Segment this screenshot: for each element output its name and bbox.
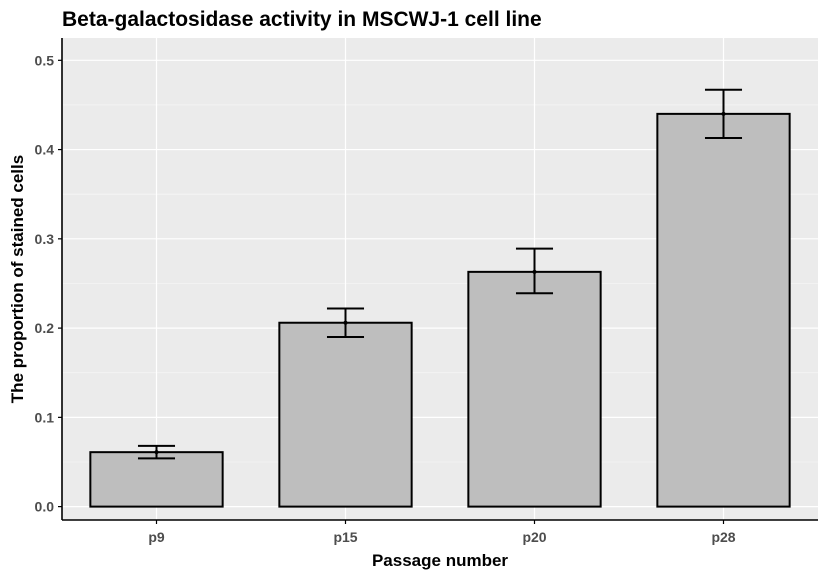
mean-point bbox=[532, 269, 537, 274]
mean-point bbox=[721, 111, 726, 116]
y-tick-label: 0.1 bbox=[35, 409, 55, 425]
x-tick-label: p28 bbox=[711, 529, 735, 545]
mean-point bbox=[154, 450, 159, 455]
error-bars bbox=[137, 88, 743, 460]
y-axis-label: The proportion of stained cells bbox=[8, 155, 27, 403]
x-tick-label: p20 bbox=[522, 529, 546, 545]
x-axis-label: Passage number bbox=[372, 551, 508, 570]
mean-point bbox=[343, 320, 348, 325]
bar-p20 bbox=[467, 270, 602, 508]
chart-title: Beta-galactosidase activity in MSCWJ-1 c… bbox=[62, 8, 542, 31]
bar-p28 bbox=[656, 112, 791, 508]
y-tick-label: 0.5 bbox=[35, 52, 55, 68]
bar-p15 bbox=[278, 321, 413, 508]
axes bbox=[61, 38, 818, 521]
x-axis-ticks: p9 p15 p20 p28 bbox=[148, 520, 736, 545]
y-tick-label: 0.3 bbox=[35, 231, 55, 247]
x-tick-label: p9 bbox=[148, 529, 165, 545]
x-tick-label: p15 bbox=[333, 529, 357, 545]
bar-p9 bbox=[89, 451, 224, 508]
bars bbox=[89, 112, 791, 508]
y-tick-label: 0.2 bbox=[35, 320, 55, 336]
y-tick-label: 0.4 bbox=[35, 142, 55, 158]
y-tick-label: 0.0 bbox=[35, 499, 55, 515]
y-axis-ticks: 0.0 0.1 0.2 0.3 0.4 0.5 bbox=[35, 52, 62, 515]
